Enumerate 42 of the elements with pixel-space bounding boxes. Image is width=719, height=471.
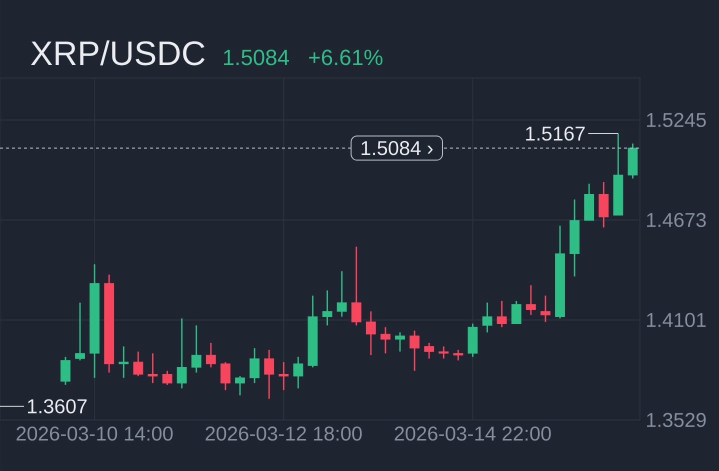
candlestick (191, 324, 202, 374)
candlestick (220, 361, 230, 391)
candlestick (148, 352, 158, 384)
candlestick (250, 347, 260, 384)
candlestick (133, 350, 144, 377)
candlestick (264, 349, 274, 400)
y-tick-label: 1.5245 (647, 112, 706, 128)
candlestick (235, 375, 245, 396)
annotation: 1.5167 (526, 126, 585, 141)
candlestick (293, 356, 304, 390)
candlestick (424, 342, 434, 360)
candlestick (496, 300, 507, 328)
candlestick (278, 361, 289, 391)
annotation: 1.3607 (28, 399, 87, 414)
candlestick (366, 310, 376, 356)
candlestick (380, 326, 390, 354)
candlestick (206, 342, 216, 368)
candlestick (453, 349, 464, 362)
y-tick-label: 1.3529 (647, 412, 706, 428)
chart-title: XRP/USDC (30, 40, 205, 66)
ref-line-label: 1.5084 › (362, 141, 433, 156)
candlestick (351, 246, 362, 326)
x-tick-label: 2026-03-10 14:00 (16, 426, 173, 441)
y-tick-label: 1.4101 (647, 312, 706, 328)
chart-subtitle: 1.5084 (224, 50, 289, 66)
candlestick (395, 332, 405, 352)
candlestick (598, 181, 609, 228)
candlestick (322, 290, 332, 326)
text: +6.61% (309, 50, 382, 66)
candlestick (162, 370, 172, 386)
candlestick (526, 284, 536, 316)
candlestick (511, 300, 522, 324)
candlestick (75, 302, 85, 362)
x-tick-label: 2026-03-14 22:00 (394, 426, 551, 441)
x-tick-label: 2026-03-12 18:00 (206, 426, 362, 441)
candlestick (336, 270, 347, 318)
y-tick-label: 1.4673 (647, 212, 706, 228)
candlestick (482, 302, 492, 334)
candlestick (410, 330, 420, 372)
candlestick (176, 318, 187, 390)
candlestick (60, 356, 70, 386)
candlestick (540, 294, 550, 323)
